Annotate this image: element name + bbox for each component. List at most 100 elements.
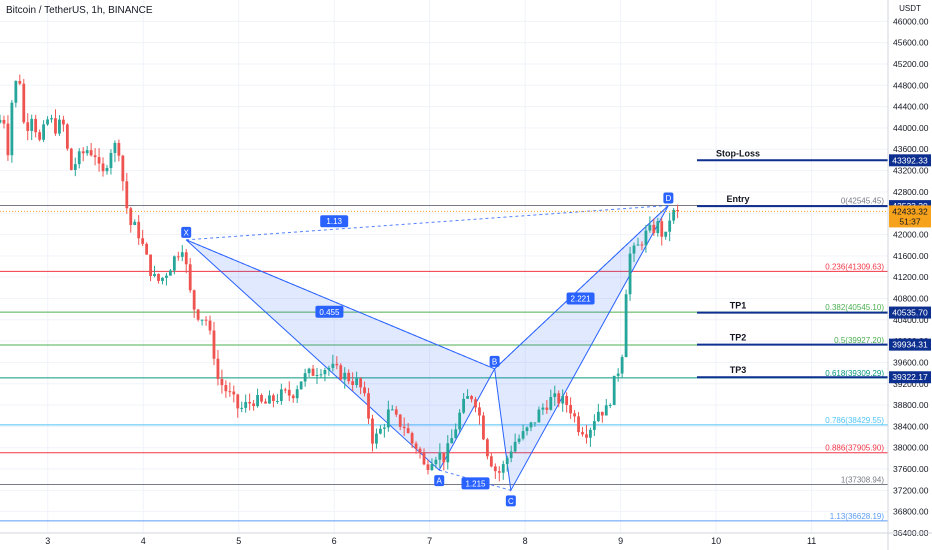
candle-body [101,163,105,172]
time-tick-label: 7 [427,536,432,546]
candle-body [172,256,176,271]
pattern-ratio-badge [320,215,349,228]
candle-body [450,438,454,444]
price-tick-label: 39200.00 [893,379,929,389]
trade-level-label: TP2 [730,333,747,343]
candle-body [505,458,509,465]
candle-body [371,418,374,444]
candle-body [283,389,287,391]
price-tick-label: 38000.00 [893,443,929,453]
candle-body [537,409,541,423]
candle-body [525,427,529,432]
candle-body [117,142,121,156]
candle-body [30,118,34,131]
candle-body [228,391,232,393]
price-tick-label: 42800.00 [893,187,929,197]
candle-body [303,373,307,382]
price-tick-label: 42000.00 [893,230,929,240]
pattern-point-badge [505,495,516,507]
fib-level-label: 0.5(39927.20) [834,336,884,345]
candle-body [549,396,553,410]
candle-body [636,244,640,246]
candle-body [561,395,565,404]
price-tick-label: 36800.00 [893,507,929,517]
candle-body [46,119,49,125]
price-axis[interactable]: USDT36400.0036800.0037200.0037600.003800… [887,0,932,550]
pattern-point-label: C [508,497,514,506]
candle-body [585,434,588,438]
chart-title: Bitcoin / TetherUS, 1h, BINANCE [6,5,153,16]
candle-body [426,464,430,471]
pattern-ratio-label: 1.215 [465,479,486,488]
trade-level-price: 39934.31 [892,340,928,350]
candle-body [517,438,521,442]
candle-body [446,443,450,463]
candle-body [165,275,168,278]
price-tick-label: 39600.00 [893,357,929,367]
candle-body [113,142,117,153]
time-tick-label: 9 [618,536,623,546]
candle-body [319,374,323,376]
trade-level-label: Entry [726,194,749,204]
candle-body [121,155,125,182]
candle-body [363,387,366,394]
candle-body [22,83,26,123]
candle-body [299,381,303,390]
candle-body [545,407,549,410]
price-tick-label: 38800.00 [893,400,929,410]
pattern-point-badge [663,192,674,204]
candle-body [50,118,53,120]
candle-body [485,439,489,457]
fib-level-label: 0.382(40545.10) [825,303,884,312]
price-tick-label: 46000.00 [893,16,929,26]
trade-level-label: TP3 [730,365,747,375]
candle-body [581,432,584,435]
candle-body [2,119,6,124]
fib-level-label: 0.236(41309.63) [825,262,884,271]
candle-body [533,422,537,424]
candle-body [168,270,172,276]
pattern-ratio-label: 0.455 [319,308,340,317]
trade-level-price: 39322.17 [892,372,928,382]
candle-body [272,395,275,402]
price-tick-label: 44400.00 [893,102,929,112]
candle-body [58,119,61,134]
trade-level-price: 40535.70 [892,308,928,318]
candle-body [252,403,256,407]
candle-body [620,357,624,374]
candle-countdown: 51:37 [899,216,921,226]
candle-body [430,464,434,471]
candle-body [410,433,414,444]
candle-body [279,389,283,401]
candle-body [624,294,628,358]
candle-body [97,157,101,164]
candle-body [589,429,592,438]
candle-body [26,122,30,131]
candle-body [573,413,576,417]
time-axis[interactable]: 3 4 5 6 7 8 9 10 11 [0,532,932,546]
candle-body [204,319,208,321]
candle-body [375,433,378,444]
grid [0,0,888,534]
time-tick-label: 4 [141,536,146,546]
candle-body [569,404,573,414]
current-price-badge [889,205,931,228]
candle-body [351,381,355,386]
fib-level-label: 0.786(38429.55) [825,416,884,425]
candle-body [145,243,149,255]
time-tick-label: 10 [711,536,721,546]
candle-body [343,372,347,380]
candle-body [200,319,204,321]
candle-body [501,464,505,473]
candle-body [577,416,580,433]
candle-body [521,431,525,439]
candle-body [509,451,513,459]
candle-body [256,395,259,407]
price-axis-bg [888,0,932,550]
candle-body [180,252,184,257]
candle-body [676,209,680,211]
candle-body [482,415,485,440]
time-tick-label: 3 [45,536,50,546]
candle-body [604,405,608,416]
